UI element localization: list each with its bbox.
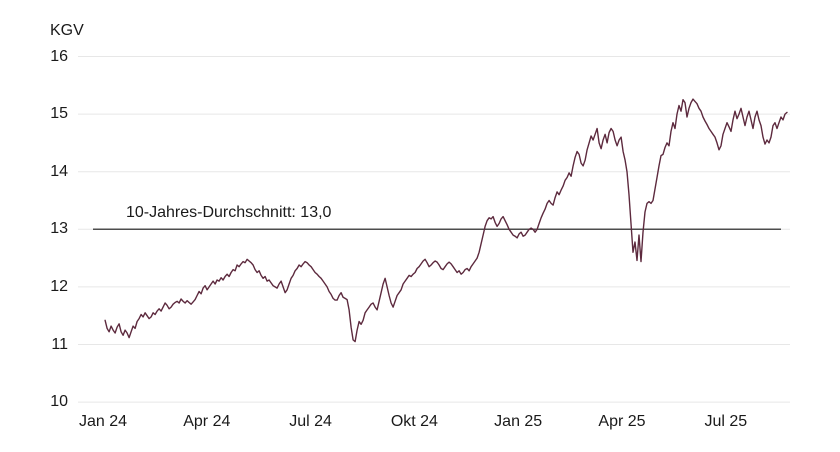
kgv-series-line [104, 98, 788, 343]
x-tick-label-jul-25: Jul 25 [704, 413, 748, 430]
y-tick-label-14: 14 [50, 162, 68, 180]
x-tick-label-jul-24: Jul 24 [289, 413, 332, 430]
x-tick-label-okt-24: Okt 24 [390, 413, 438, 430]
y-axis-unit-label: KGV [50, 22, 84, 39]
y-tick-label-15: 15 [50, 105, 68, 123]
y-tick-label-11: 11 [51, 335, 68, 353]
y-tick-label-12: 12 [50, 277, 68, 295]
x-tick-label-apr-25: Apr 25 [598, 413, 646, 430]
y-tick-label-13: 13 [50, 220, 68, 238]
y-tick-label-16: 16 [50, 47, 68, 65]
x-tick-label-apr-24: Apr 24 [183, 413, 231, 430]
y-tick-label-10: 10 [50, 393, 68, 411]
average-line-annotation: 10-Jahres-Durchschnitt: 13,0 [126, 204, 332, 221]
x-tick-label-jan-24: Jan 24 [78, 413, 128, 430]
x-tick-label-jan-25: Jan 25 [494, 413, 543, 430]
